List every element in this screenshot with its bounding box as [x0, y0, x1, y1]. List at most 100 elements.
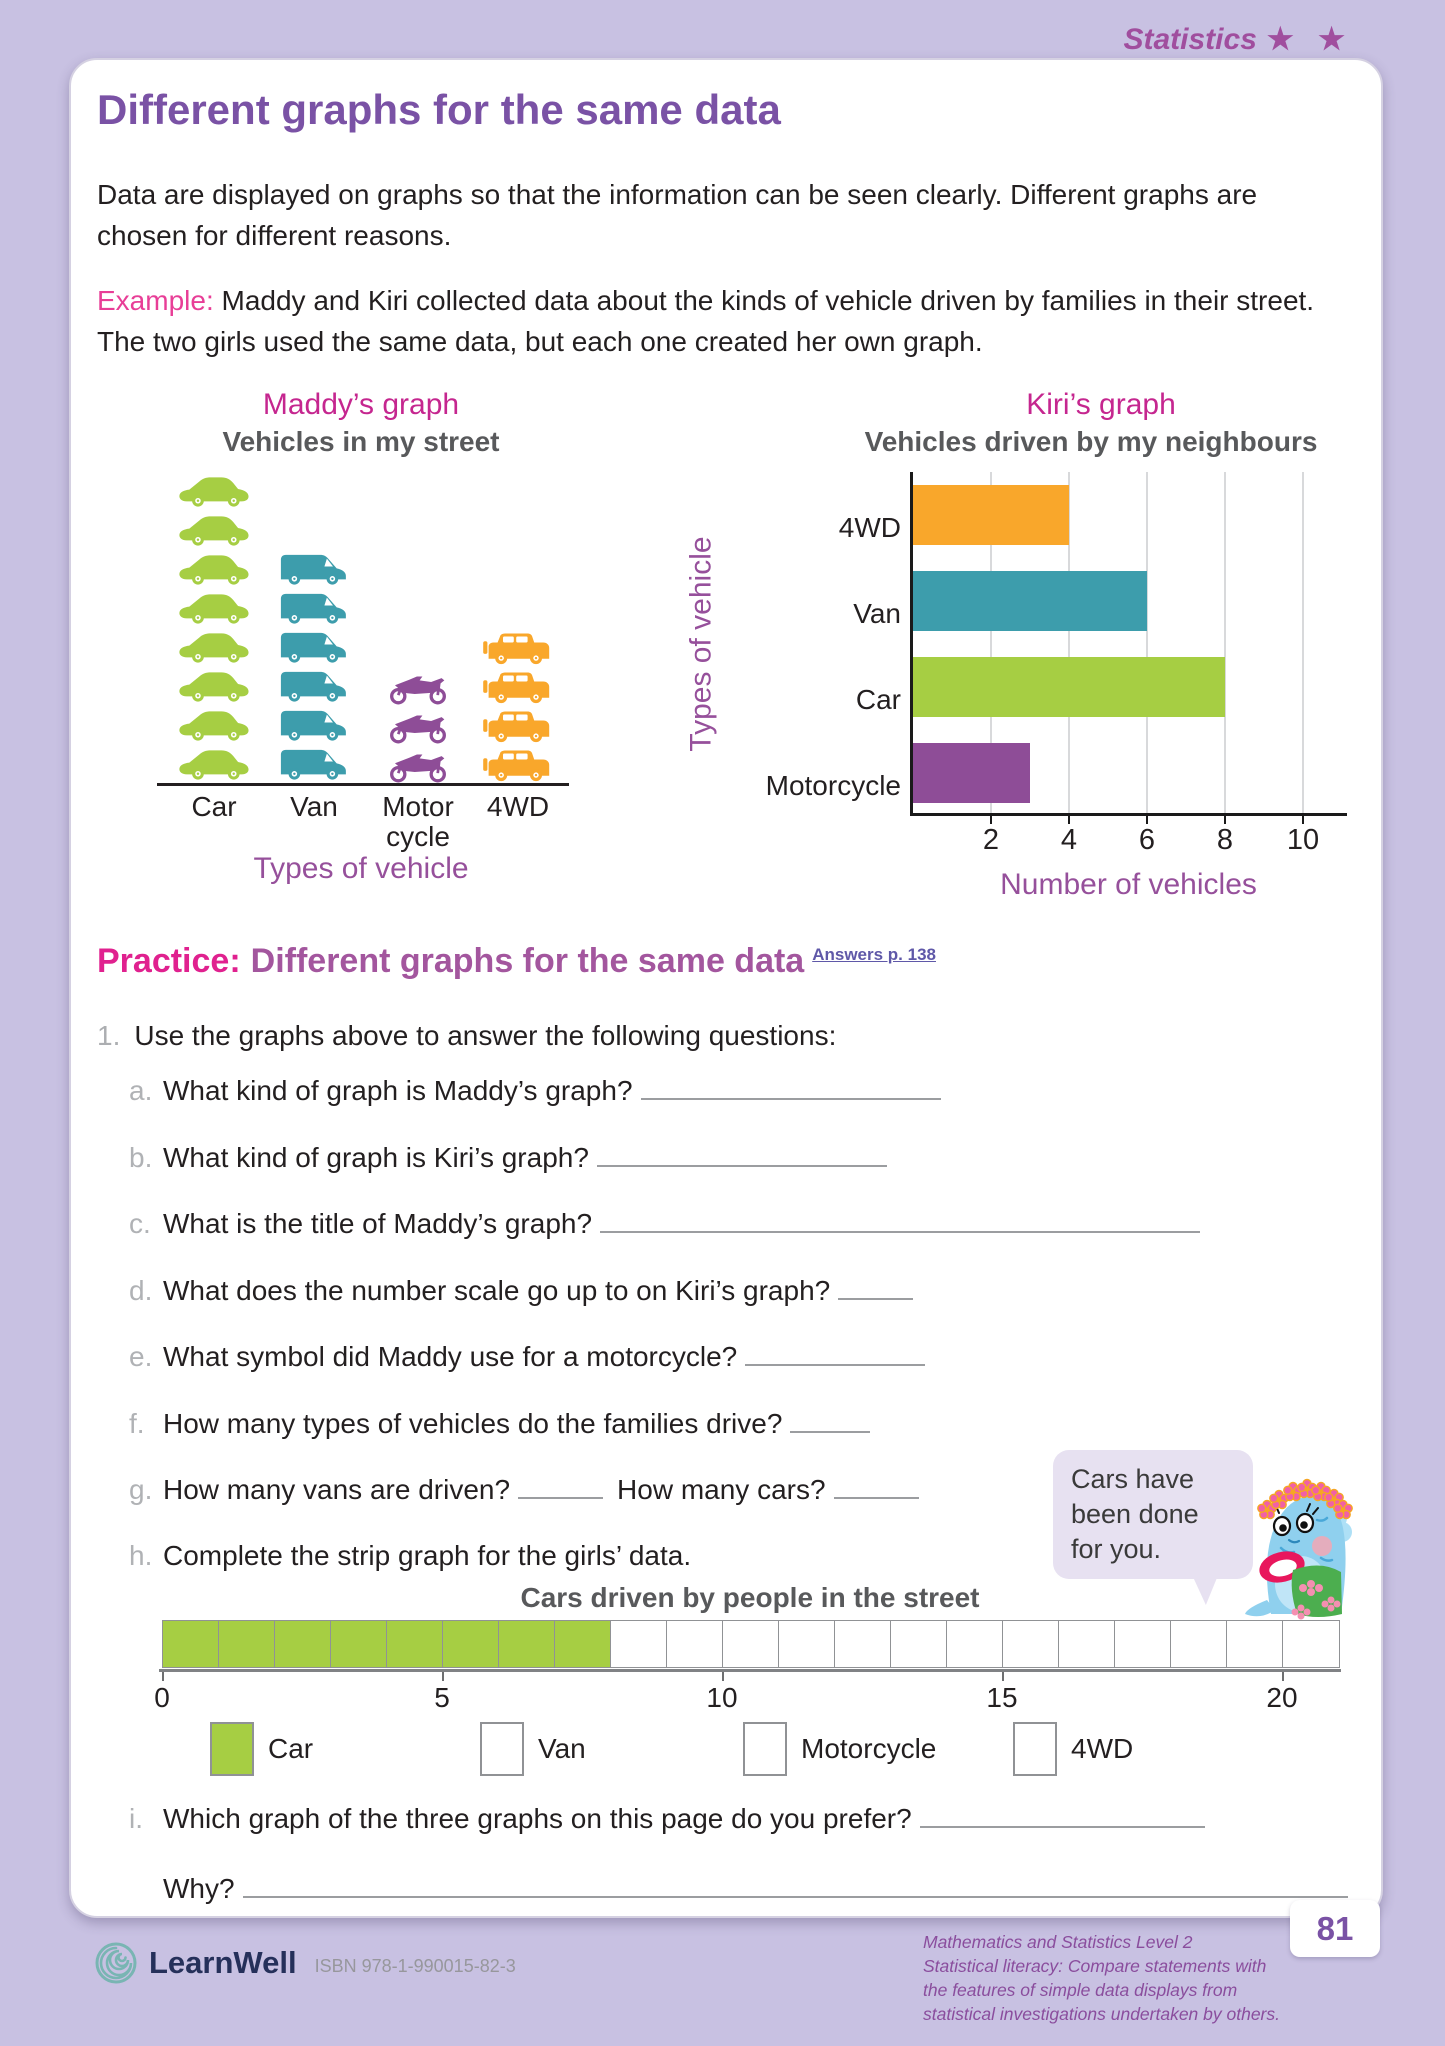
strip-cell[interactable]	[1283, 1621, 1339, 1667]
x-tick-label: 8	[1216, 824, 1234, 856]
strip-cell[interactable]	[1227, 1621, 1283, 1667]
strip-cell[interactable]	[1059, 1621, 1115, 1667]
pictograph-category-label: Motor cycle	[382, 791, 454, 853]
van-icon	[277, 705, 351, 744]
strip-cell[interactable]	[1171, 1621, 1227, 1667]
question-g: g. How many vans are driven? How many cars…	[129, 1473, 919, 1506]
answer-blank-why[interactable]	[242, 1872, 1348, 1898]
pictograph-column-4wd	[468, 463, 568, 783]
y-category-label: Motorcycle	[765, 770, 901, 801]
question-h: h. Complete the strip graph for the girls…	[129, 1540, 691, 1572]
strip-cell[interactable]	[1115, 1621, 1171, 1667]
question-text: How many types of vehicles do the famili…	[163, 1407, 783, 1439]
strip-cell[interactable]	[275, 1621, 331, 1667]
kiris-graph-title: Vehicles driven by my neighbours	[864, 426, 1318, 457]
question-text: What is the title of Maddy’s graph?	[163, 1208, 593, 1239]
legend-swatch	[1013, 1722, 1057, 1776]
question-i-text: Which graph of the three graphs on this …	[163, 1803, 912, 1834]
answer-blank-f[interactable]	[790, 1407, 871, 1433]
question-1: 1. Use the graphs above to answer the fol…	[97, 1020, 836, 1052]
legend-label: Car	[268, 1733, 314, 1764]
answers-link[interactable]: Answers p. 138	[812, 944, 936, 964]
question-a: a. What kind of graph is Maddy’s graph?	[129, 1074, 941, 1107]
page-number-badge: 81	[1290, 1900, 1380, 1957]
x-tick-label: 4	[1060, 824, 1078, 856]
strip-cell[interactable]	[443, 1621, 499, 1667]
publisher-logo: LearnWell ISBN 978-1-990015-82-3	[93, 1940, 516, 1986]
bar-van	[913, 571, 1147, 631]
pictograph-column-car	[164, 463, 264, 783]
legend-swatch	[210, 1722, 254, 1776]
strip-cell[interactable]	[835, 1621, 891, 1667]
worksheet-card: Different graphs for the same data Data …	[69, 58, 1383, 1918]
strip-cell[interactable]	[499, 1621, 555, 1667]
question-text: What kind of graph is Maddy’s graph?	[163, 1075, 633, 1106]
strip-tick-mark	[1282, 1672, 1284, 1681]
strip-cell[interactable]	[219, 1621, 275, 1667]
strip-cell[interactable]	[947, 1621, 1003, 1667]
legend-label: 4WD	[1071, 1733, 1134, 1764]
van-icon	[277, 588, 351, 627]
bar-motorcycle	[913, 743, 1030, 803]
strip-cell[interactable]	[1003, 1621, 1059, 1667]
pictograph	[71, 463, 631, 783]
strip-cell[interactable]	[723, 1621, 779, 1667]
4wd-icon	[482, 627, 554, 666]
pictograph-x-axis	[157, 783, 569, 786]
x-tick-mark	[990, 816, 992, 824]
strip-cell[interactable]	[667, 1621, 723, 1667]
brand-name: LearnWell	[149, 1945, 297, 1980]
question-c: c. What is the title of Maddy’s graph?	[129, 1207, 1201, 1240]
legend-item-car: Car	[210, 1722, 313, 1776]
why-label: Why?	[163, 1873, 235, 1904]
strip-cell[interactable]	[387, 1621, 443, 1667]
legend-item-motorcycle: Motorcycle	[743, 1722, 936, 1776]
answer-blank-c[interactable]	[600, 1207, 1201, 1233]
y-category-label: Van	[853, 598, 901, 629]
answer-blank-d[interactable]	[838, 1274, 914, 1300]
answer-blank-a[interactable]	[640, 1074, 941, 1100]
pictograph-column-van	[264, 463, 364, 783]
question-letter: f.	[129, 1407, 145, 1439]
answer-blank-g[interactable]	[518, 1473, 604, 1499]
legend-swatch	[480, 1722, 524, 1776]
gridline	[990, 472, 992, 813]
gridline	[1146, 472, 1148, 813]
strip-graph-title: Cars driven by people in the street	[520, 1582, 980, 1613]
question-1-text: Use the graphs above to answer the follo…	[134, 1020, 837, 1051]
strip-tick-label: 5	[434, 1682, 450, 1713]
question-b: b. What kind of graph is Kiri’s graph?	[129, 1141, 887, 1174]
strip-cell[interactable]	[779, 1621, 835, 1667]
car-icon	[177, 549, 251, 588]
difficulty-stars: ★ ★	[1266, 23, 1353, 56]
x-tick-label: 6	[1138, 824, 1156, 856]
strip-cell[interactable]	[611, 1621, 667, 1667]
question-letter: a.	[129, 1075, 153, 1106]
strip-cell[interactable]	[331, 1621, 387, 1667]
x-tick-mark	[1068, 816, 1070, 824]
curriculum-note: Mathematics and Statistics Level 2 Stati…	[923, 1930, 1285, 2027]
car-icon	[177, 705, 251, 744]
strip-cell[interactable]	[891, 1621, 947, 1667]
example-body: Maddy and Kiri collected data about the …	[97, 285, 1315, 358]
topic-label: Statistics	[1123, 23, 1257, 56]
car-icon	[177, 744, 251, 783]
example-label: Example:	[97, 285, 214, 316]
motorcycle-icon	[385, 666, 451, 705]
answer-blank-e[interactable]	[745, 1340, 926, 1366]
4wd-icon	[482, 666, 554, 705]
strip-cell[interactable]	[163, 1621, 219, 1667]
kiris-xaxis-title: Number of vehicles	[1000, 868, 1257, 901]
question-i: i. Which graph of the three graphs on thi…	[129, 1802, 1205, 1835]
car-icon	[177, 666, 251, 705]
strip-cell[interactable]	[555, 1621, 611, 1667]
answer-blank-g2[interactable]	[833, 1473, 919, 1499]
x-tick-mark	[1302, 816, 1304, 824]
answer-blank-i[interactable]	[919, 1802, 1205, 1828]
strip-tick-label: 20	[1266, 1682, 1298, 1713]
question-f: f. How many types of vehicles do the fami…	[129, 1407, 871, 1440]
strip-tick-mark	[722, 1672, 724, 1681]
answer-blank-b[interactable]	[596, 1141, 887, 1167]
legend-swatch	[743, 1722, 787, 1776]
strip-tick-label: 10	[706, 1682, 738, 1713]
